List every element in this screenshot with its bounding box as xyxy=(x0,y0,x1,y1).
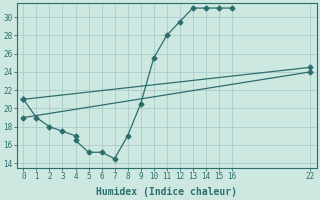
X-axis label: Humidex (Indice chaleur): Humidex (Indice chaleur) xyxy=(96,186,237,197)
